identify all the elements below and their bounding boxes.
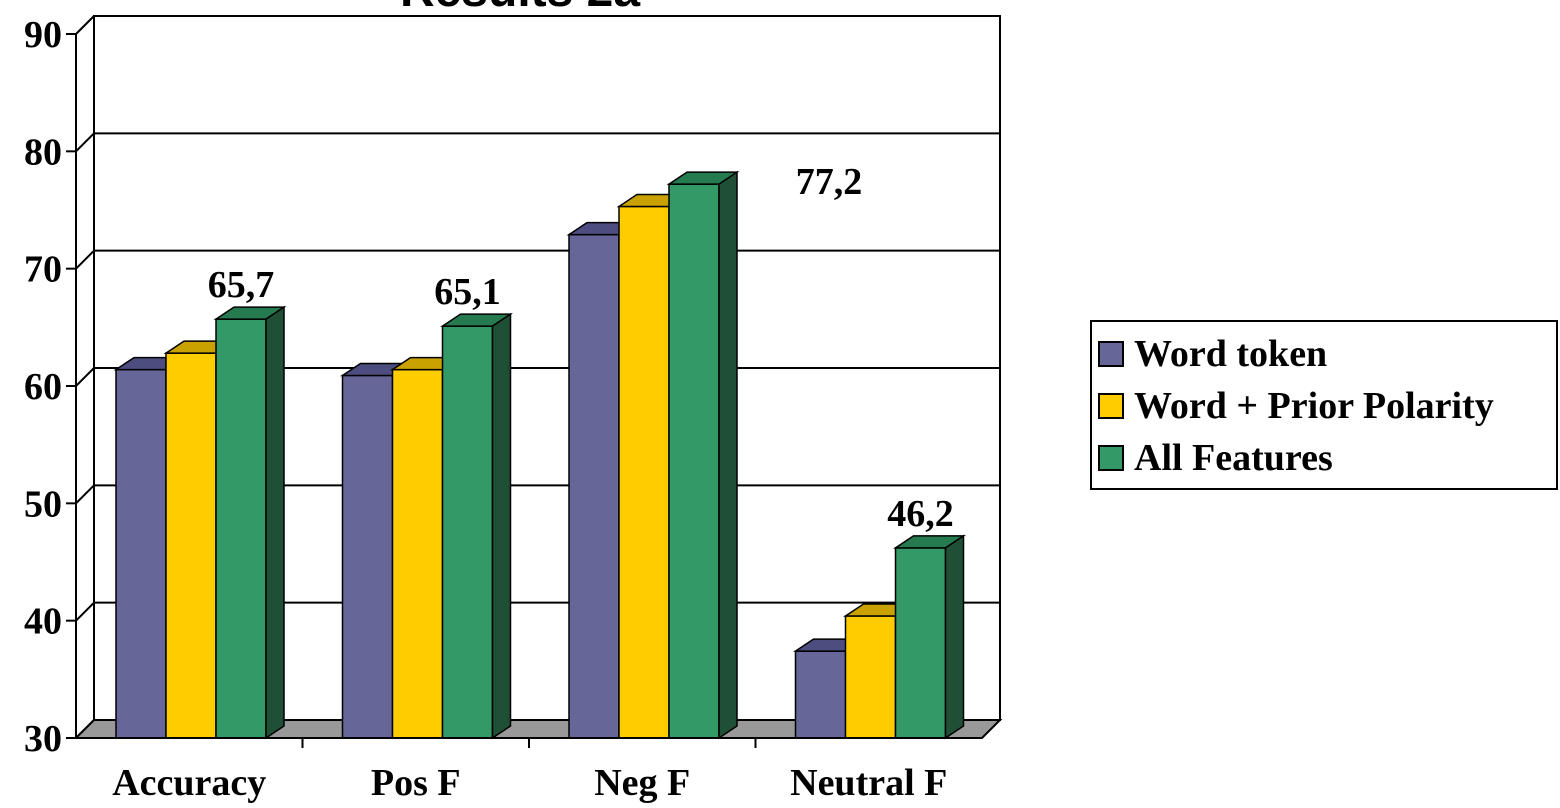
- legend-label: Word + Prior Polarity: [1134, 385, 1494, 427]
- legend-label: Word token: [1134, 333, 1328, 375]
- bar-neutral-f-series-3: [894, 547, 947, 739]
- gridline-depth: [75, 249, 95, 270]
- bar-side-face: [491, 312, 512, 740]
- bar-neg-f-series-2: [618, 205, 670, 739]
- x-tick-label: Neg F: [594, 762, 690, 804]
- data-label: 65,1: [434, 271, 501, 313]
- bar-pos-f-series-1: [341, 374, 394, 739]
- y-tick-label: 40: [24, 601, 62, 643]
- legend-swatch: [1098, 445, 1124, 471]
- bar-pos-f-series-3: [441, 325, 494, 739]
- gridline-depth: [75, 601, 95, 622]
- bar-neg-f-series-1: [568, 233, 620, 739]
- y-tick-label: 30: [24, 718, 62, 760]
- y-tick-label: 90: [24, 14, 62, 56]
- data-label: 46,2: [887, 493, 954, 535]
- gridline-depth: [75, 15, 95, 35]
- legend-item: Word token: [1098, 332, 1327, 376]
- x-tick-label: Pos F: [371, 762, 461, 804]
- data-label: 65,7: [208, 264, 275, 306]
- y-tick-label: 60: [24, 366, 62, 408]
- data-label: 77,2: [796, 161, 863, 203]
- legend-swatch: [1098, 341, 1124, 367]
- bar-neg-f-series-3: [668, 183, 720, 739]
- bar-neutral-f-series-2: [844, 615, 897, 739]
- bar-side-face: [718, 170, 738, 740]
- legend-swatch: [1098, 393, 1124, 419]
- bar-neutral-f-series-1: [794, 650, 847, 739]
- gridline-depth: [75, 132, 95, 153]
- chart-title: Results 2a: [400, 0, 640, 17]
- bar-accuracy-series-2: [165, 352, 217, 739]
- y-tick-label: 70: [24, 249, 62, 291]
- y-tick-label: 50: [24, 483, 62, 525]
- y-tick-label: 80: [24, 131, 62, 173]
- x-tick-label: Accuracy: [112, 762, 266, 804]
- legend-item: Word + Prior Polarity: [1098, 384, 1494, 428]
- bar-accuracy-series-3: [215, 318, 267, 739]
- legend-label: All Features: [1134, 437, 1333, 479]
- gridline-depth: [75, 484, 95, 505]
- x-tick-label: Neutral F: [790, 762, 947, 804]
- gridline-depth: [75, 367, 95, 387]
- chart-legend: Word token Word + Prior Polarity All Featu…: [1090, 320, 1558, 490]
- bar-accuracy-series-1: [115, 368, 167, 739]
- bar-pos-f-series-2: [391, 368, 444, 739]
- bar-side-face: [944, 534, 965, 740]
- bar-side-face: [265, 305, 285, 740]
- legend-item: All Features: [1098, 436, 1333, 480]
